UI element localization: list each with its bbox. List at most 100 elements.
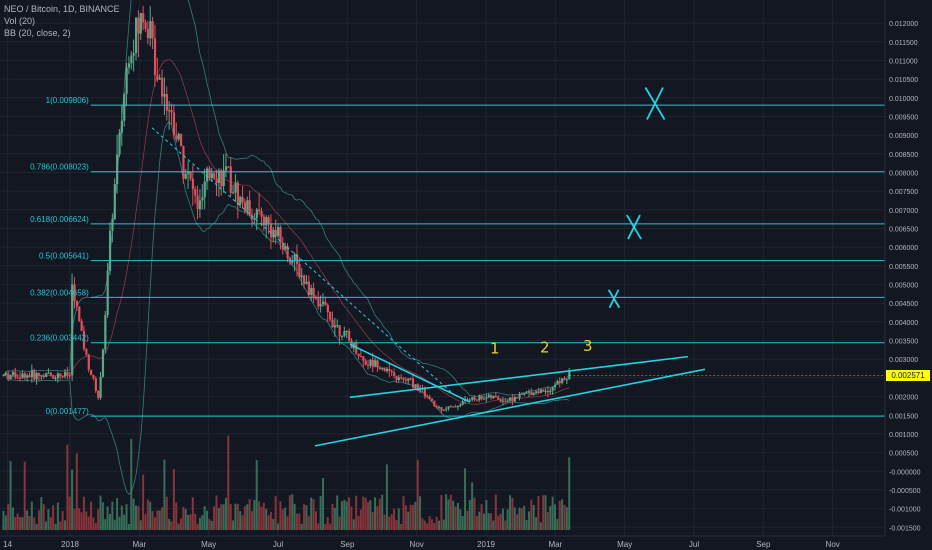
volume-bar [350,506,353,530]
volume-bar [220,504,223,530]
y-tick-label: -0.001000 [889,507,921,514]
volume-bar [234,503,237,530]
volume-bar [383,514,386,530]
candle-body [452,406,455,408]
candle-body [56,373,60,379]
volume-bar [371,511,374,530]
candle-body [227,166,230,168]
candle-body [182,146,185,179]
volume-bar [123,514,126,530]
y-tick-label: 0.003000 [889,357,918,364]
candle-body [513,397,516,402]
candle-body [326,305,329,312]
volume-bar [345,501,348,530]
candle-body [82,330,86,350]
time-axis[interactable]: 14 2018 Mar May Jul Sep Nov 2019 Mar May Jul Sep Nov [0,535,885,549]
volume-bar [364,497,367,530]
candle-body [35,373,38,380]
volume-bar [428,516,431,530]
candle-body [113,184,116,219]
volume-bar [416,459,419,530]
volume-bar [189,514,192,530]
volume-bar [445,494,448,530]
candle-body [250,215,254,220]
candle-body [4,373,8,375]
bollinger-indicator-label[interactable]: BB (20, close, 2) [4,28,71,38]
volume-bar [175,502,178,530]
volume-bar [170,521,173,530]
volume-bar [82,496,85,530]
candle-body [260,211,263,217]
volume-bar [366,502,369,530]
candle-body [338,325,341,337]
volume-bar [284,507,287,530]
volume-bar [359,509,362,530]
candle-body [487,394,490,398]
candle-body [516,397,519,399]
volume-bar [314,511,317,530]
volume-bar [442,519,445,530]
volume-bar [390,514,393,530]
volume-bar [260,506,263,530]
volume-bar [68,496,71,530]
candle-body [108,230,112,271]
volume-bar [161,507,164,530]
volume-bar [144,514,147,530]
candle-body [348,331,351,341]
candle-body [532,393,535,396]
candle-body [139,13,142,34]
candle-body [217,170,221,184]
candle-body [151,21,154,39]
volume-bar [213,506,216,530]
volume-bar [206,510,209,530]
volume-indicator-label[interactable]: Vol (20) [4,16,36,26]
candle-body [409,378,412,380]
candle-body [90,369,93,376]
candle-body [274,229,277,237]
volume-bar [203,506,206,530]
volume-bar [26,510,29,530]
volume-bar [485,499,488,530]
volume-bar [303,504,306,530]
wave-number-label: 3 [583,337,593,355]
candle-body [305,281,308,284]
volume-bar [281,509,284,530]
candle-body [369,359,372,366]
candle-body [461,401,464,405]
volume-bar [558,500,561,530]
candle-body [40,375,43,377]
volume-bar [537,496,540,530]
candle-body [37,373,41,376]
volume-bar [438,520,441,530]
candle-body [234,182,237,193]
y-tick-label: 0.005000 [889,283,918,290]
candle-body [307,281,311,296]
candle-body [518,393,521,398]
channel-upper-line [349,355,689,399]
symbol-title[interactable]: NEO / Bitcoin, 1D, BINANCE [4,4,120,14]
volume-bar [217,508,220,530]
volume-bar [151,511,154,530]
channel-lower-line [314,368,706,447]
candle-body [374,360,377,367]
volume-bar [33,517,36,530]
price-axis[interactable]: 0.012000 0.011500 0.011000 0.010500 0.010000… [884,0,921,536]
volume-bar [23,461,26,530]
volume-bar [322,478,325,530]
volume-bar [165,496,168,530]
candle-body [561,378,564,383]
candle-body [506,400,509,402]
candle-body [277,227,280,237]
candle-body [137,17,140,34]
y-tick-label: 0.000500 [889,451,918,458]
volume-bar [16,513,19,530]
volume-bar [85,511,88,530]
wedge-resistance-line [349,343,471,403]
fibonacci-retracement[interactable]: 1(0.009806) 0.786(0.008023) 0.618(0.006624… [30,96,885,417]
candle-body [163,94,166,97]
volume-bar [75,453,78,530]
trend-drawings[interactable]: X X X 1 2 3 [151,87,706,447]
volume-bar [549,505,552,530]
